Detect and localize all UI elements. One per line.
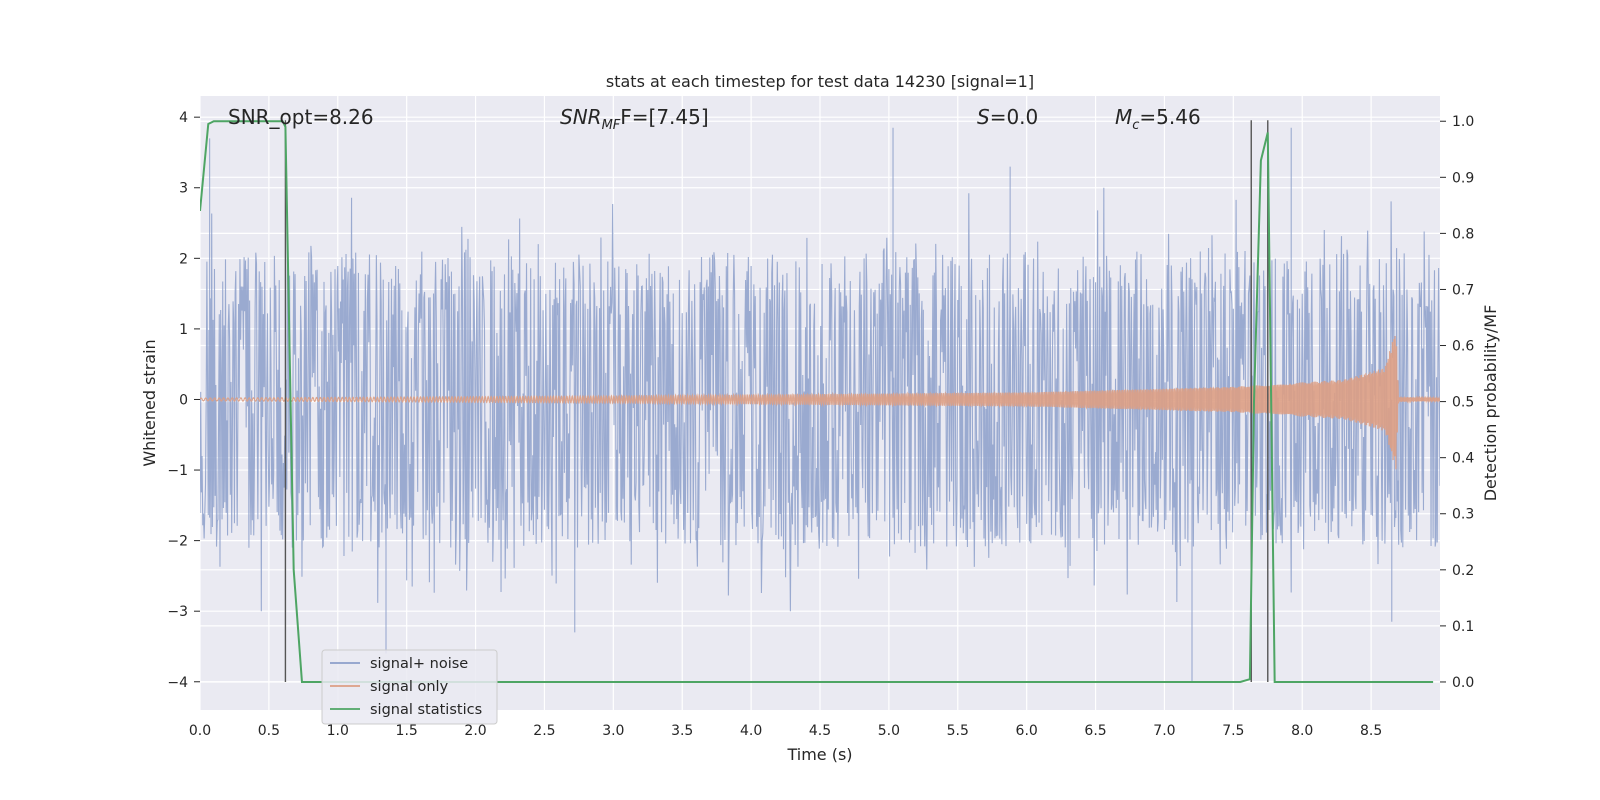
x-tick-label: 1.5 [396,723,418,739]
annotation-snr-mf: SNRMFF=[7.45] [560,105,709,133]
legend-label-signal: signal only [370,679,449,695]
y-right-tick-label: 0.5 [1452,395,1474,411]
y-right-tick-label: 0.3 [1452,507,1474,523]
y-tick-label: −3 [167,604,188,620]
y-right-tick-label: 0.8 [1452,226,1474,242]
x-tick-label: 7.0 [1153,723,1175,739]
x-tick-label: 4.5 [809,723,831,739]
y-right-tick-label: 0.9 [1452,170,1474,186]
y-tick-label: 3 [179,181,188,197]
y-tick-label: 4 [179,110,188,126]
x-tick-label: 3.5 [671,723,693,739]
x-tick-label: 0.5 [258,723,280,739]
x-tick-label: 5.5 [947,723,969,739]
x-tick-label: 6.0 [1016,723,1038,739]
x-tick-label: 1.0 [327,723,349,739]
x-tick-label: 8.5 [1360,723,1382,739]
x-tick-label: 5.0 [878,723,900,739]
annotation-mc: Mc=5.46 [1115,105,1201,133]
y-right-tick-label: 1.0 [1452,114,1474,130]
x-tick-label: 4.0 [740,723,762,739]
data-layer [200,120,1440,683]
annotation-snr-opt: SNR_opt=8.26 [228,105,374,129]
axes-ticks: 0.0 0.5 1.0 1.5 2.0 2.5 3.0 3.5 4.0 4.5 5.0 5.5 6.0 6… [167,110,1474,739]
chart-title: stats at each timestep for test data 142… [606,72,1034,91]
x-tick-label: 3.0 [602,723,624,739]
y-right-tick-label: 0.6 [1452,339,1474,355]
y-tick-label: 0 [179,392,188,408]
legend-label-noise: signal+ noise [370,656,468,672]
y-right-tick-label: 0.0 [1452,675,1474,691]
legend: signal+ noise signal only signal statist… [321,649,498,725]
y-axis-label: Whitened strain [140,339,159,466]
y-tick-label: 1 [179,322,188,338]
y-tick-label: 2 [179,251,188,267]
annotation-s: S=0.0 [977,105,1038,129]
x-tick-label: 2.0 [464,723,486,739]
x-tick-label: 0.0 [189,723,211,739]
x-tick-label: 6.5 [1084,723,1106,739]
y-right-tick-label: 0.4 [1452,451,1474,467]
y-tick-label: −2 [167,534,188,550]
x-tick-label: 8.0 [1291,723,1313,739]
series-signal-noise [200,127,1440,682]
legend-label-stats: signal statistics [370,702,482,718]
y-tick-label: −4 [167,675,188,691]
legend-box [321,649,498,725]
y-right-tick-label: 0.1 [1452,619,1474,635]
y-right-tick-label: 0.7 [1452,282,1474,298]
y-right-tick-label: 0.2 [1452,563,1474,579]
x-tick-label: 2.5 [533,723,555,739]
y-axis-label-right: Detection probability/MF [1481,305,1500,502]
x-tick-label: 7.5 [1222,723,1244,739]
x-axis-label: Time (s) [786,745,852,764]
series-signal-only [200,335,1440,470]
series-signal-statistics [200,120,1434,683]
y-tick-label: −1 [167,463,188,479]
